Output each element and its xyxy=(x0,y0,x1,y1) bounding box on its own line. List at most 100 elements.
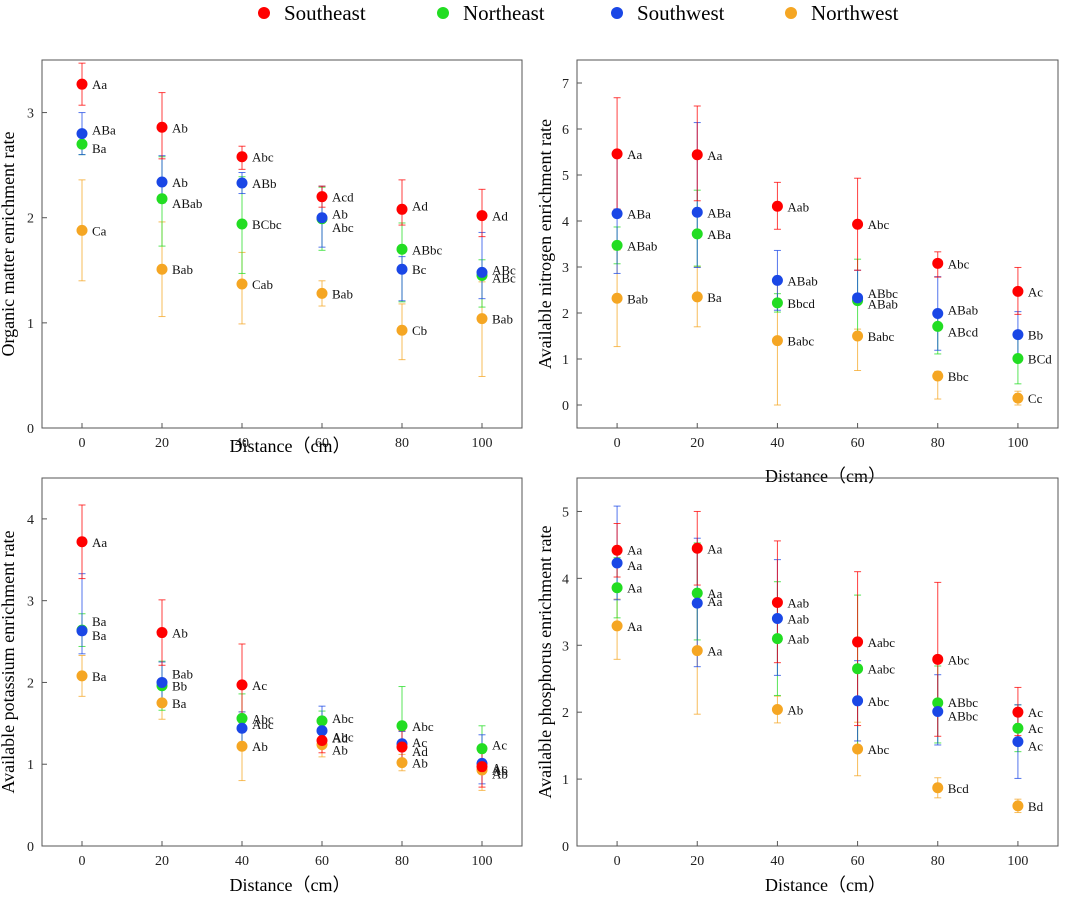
data-point-southwest xyxy=(396,263,408,275)
point-label-northwest: Ba xyxy=(707,290,722,305)
point-label-southwest: ABc xyxy=(492,262,516,277)
x-tick-label: 0 xyxy=(614,854,621,869)
point-label-southeast: Acd xyxy=(332,190,354,205)
data-point-northeast xyxy=(1012,353,1024,365)
data-point-northeast xyxy=(1012,722,1024,734)
y-tick-label: 0 xyxy=(27,840,34,855)
point-label-southeast: Abc xyxy=(252,150,274,165)
data-point-southwest xyxy=(691,206,703,218)
data-point-southwest xyxy=(771,613,783,625)
legend-item-northwest: Northwest xyxy=(785,0,899,26)
x-tick-label: 20 xyxy=(690,436,704,451)
point-label-northwest: Cab xyxy=(252,277,273,292)
point-label-northwest: Aa xyxy=(627,619,642,634)
point-label-northwest: Ab xyxy=(492,763,508,778)
x-axis-title: Distance（cm） xyxy=(765,466,886,486)
data-point-southwest xyxy=(76,625,88,637)
y-tick-label: 3 xyxy=(27,595,34,610)
point-label-southeast: Ad xyxy=(412,198,428,213)
data-point-northeast xyxy=(691,587,703,599)
point-label-northwest: Ab xyxy=(412,756,428,771)
y-tick-label: 4 xyxy=(562,215,569,230)
point-label-southeast: Aa xyxy=(627,542,642,557)
x-tick-label: 60 xyxy=(851,854,865,869)
data-point-northwest xyxy=(1012,392,1024,404)
point-label-southwest: ABb xyxy=(252,176,277,191)
legend-item-southeast: Southeast xyxy=(258,0,366,26)
point-label-southeast: Aa xyxy=(707,148,722,163)
x-axis-title: Distance（cm） xyxy=(765,875,886,895)
point-label-southwest: Ac xyxy=(492,760,507,775)
point-label-southwest: Aa xyxy=(627,558,642,573)
y-tick-label: 2 xyxy=(27,676,34,691)
data-point-southeast xyxy=(236,151,248,163)
x-tick-label: 60 xyxy=(315,436,329,451)
data-point-southeast xyxy=(476,210,488,222)
point-label-northeast: ABa xyxy=(707,227,731,242)
point-label-northeast: Bbcd xyxy=(787,296,815,311)
data-point-southwest xyxy=(852,695,864,707)
data-point-southwest xyxy=(156,176,168,188)
data-point-northeast xyxy=(156,193,168,205)
data-point-northwest xyxy=(76,224,88,236)
point-label-southwest: Abc xyxy=(252,717,274,732)
data-point-northwest xyxy=(476,313,488,325)
data-point-northwest xyxy=(236,278,248,290)
data-point-southeast xyxy=(852,218,864,230)
point-label-northeast: BCd xyxy=(1028,352,1052,367)
data-point-southeast xyxy=(396,741,408,753)
point-label-southeast: Aab xyxy=(787,199,809,214)
data-point-southwest xyxy=(236,722,248,734)
data-point-southeast xyxy=(691,149,703,161)
data-point-northwest xyxy=(396,757,408,769)
point-label-northwest: Ca xyxy=(92,223,107,238)
data-point-northwest xyxy=(611,620,623,632)
data-point-southeast xyxy=(476,761,488,773)
x-tick-label: 40 xyxy=(235,436,249,451)
data-point-southwest xyxy=(611,208,623,220)
data-point-southeast xyxy=(316,191,328,203)
point-label-southwest: ABab xyxy=(787,273,817,288)
x-axis-title: Distance（cm） xyxy=(230,436,351,456)
data-point-southeast xyxy=(932,653,944,665)
y-tick-label: 0 xyxy=(27,422,34,437)
point-label-northwest: Ab xyxy=(332,743,348,758)
point-label-northwest: Abc xyxy=(868,742,890,757)
legend-marker-northeast xyxy=(437,7,449,19)
point-label-northeast: ABcd xyxy=(948,324,979,339)
legend-label-northeast: Northeast xyxy=(463,0,545,25)
data-point-southeast xyxy=(1012,285,1024,297)
point-label-northeast: ABab xyxy=(627,238,657,253)
data-point-southwest xyxy=(852,292,864,304)
point-label-northeast: ABab xyxy=(172,196,202,211)
point-label-northwest: Ab xyxy=(787,703,803,718)
point-label-southwest: Bc xyxy=(412,262,427,277)
point-label-northwest: Cb xyxy=(412,323,427,338)
y-tick-label: 1 xyxy=(562,353,569,368)
legend-marker-southwest xyxy=(611,7,623,19)
point-label-northeast: Ac xyxy=(1028,721,1043,736)
data-point-southeast xyxy=(771,596,783,608)
point-label-southwest: Bb xyxy=(1028,328,1043,343)
y-tick-label: 1 xyxy=(27,758,34,773)
point-label-northwest: Babc xyxy=(868,329,895,344)
y-axis-title: Available potassium enrichment rate xyxy=(0,530,18,793)
x-tick-label: 20 xyxy=(155,854,169,869)
point-label-northwest: Ba xyxy=(172,696,187,711)
chart-legend: Southeast Northeast Southwest Northwest xyxy=(0,0,1065,28)
point-label-southeast: Ad xyxy=(332,731,348,746)
point-label-southwest: ABbc xyxy=(948,709,979,724)
point-label-southeast: Ad xyxy=(492,209,508,224)
point-label-northeast: Abc xyxy=(412,719,434,734)
point-label-northwest: Bab xyxy=(332,286,353,301)
data-point-northwest xyxy=(396,324,408,336)
x-tick-label: 80 xyxy=(931,854,945,869)
point-label-southwest: Aa xyxy=(707,594,722,609)
y-tick-label: 4 xyxy=(562,572,569,587)
point-label-southeast: Aa xyxy=(707,541,722,556)
x-tick-label: 0 xyxy=(614,436,621,451)
data-point-northeast xyxy=(316,715,328,727)
x-tick-label: 80 xyxy=(931,436,945,451)
data-point-northeast xyxy=(236,712,248,724)
